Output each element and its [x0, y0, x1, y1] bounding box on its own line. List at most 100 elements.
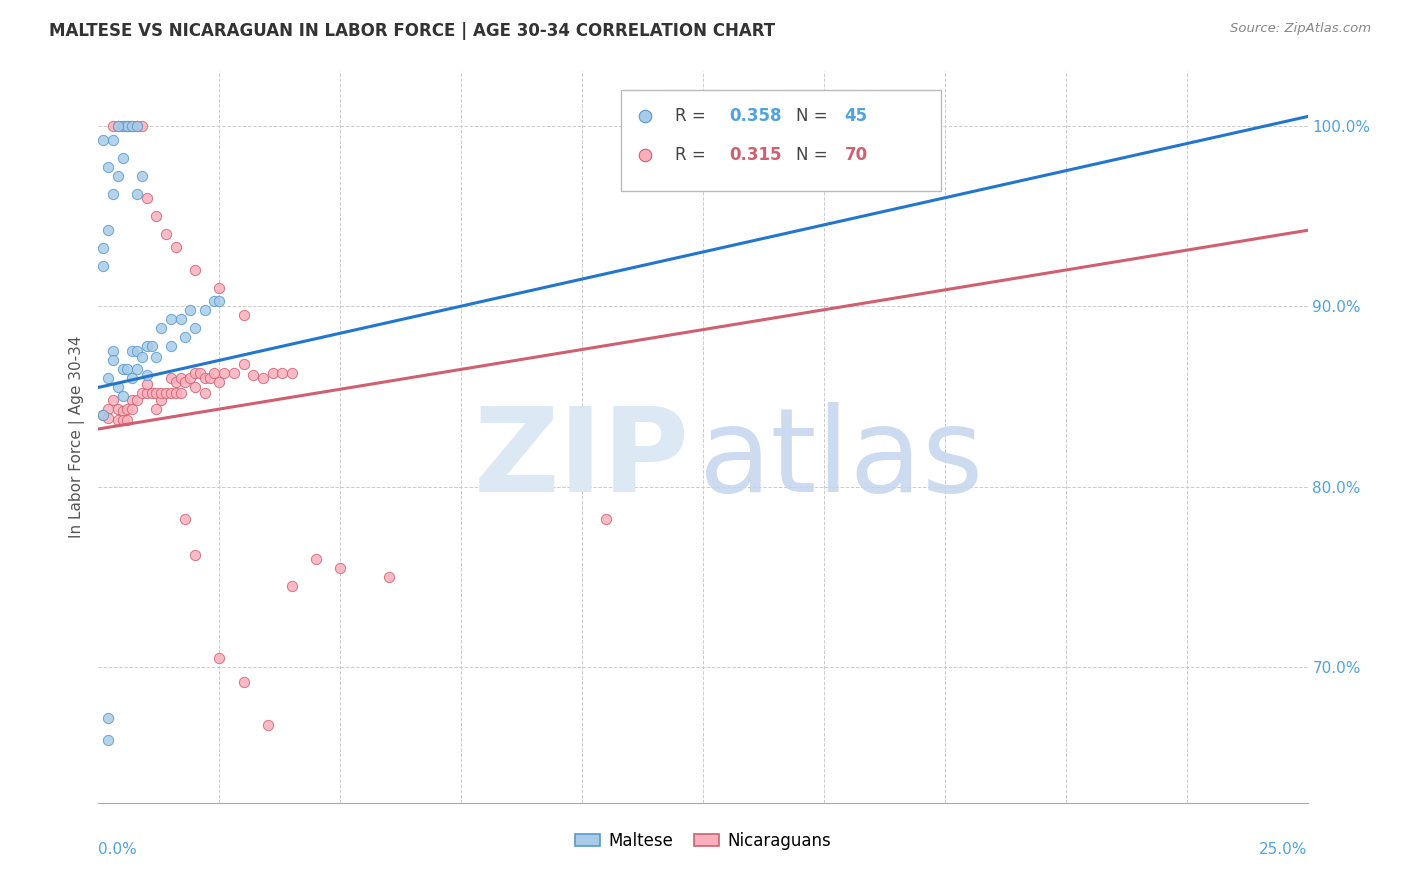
Point — [97, 732, 120, 747]
Point — [101, 392, 124, 407]
Point — [204, 366, 226, 380]
Text: 70: 70 — [845, 146, 868, 164]
Point — [232, 308, 254, 322]
Text: N =: N = — [796, 107, 828, 125]
Text: 0.358: 0.358 — [730, 107, 782, 125]
Point — [208, 293, 231, 308]
Point — [208, 281, 231, 295]
Point — [97, 711, 120, 725]
Point — [135, 376, 157, 391]
Point — [101, 344, 124, 359]
Point — [131, 385, 153, 400]
Point — [150, 392, 173, 407]
Point — [111, 389, 134, 403]
Point — [169, 371, 191, 385]
Point — [121, 392, 143, 407]
Point — [101, 133, 124, 147]
Point — [111, 119, 134, 133]
Point — [117, 362, 139, 376]
Point — [174, 330, 197, 344]
Point — [111, 404, 134, 418]
Point — [155, 385, 177, 400]
Point — [184, 321, 207, 335]
Point — [150, 385, 173, 400]
Point — [232, 674, 254, 689]
FancyBboxPatch shape — [621, 90, 941, 191]
Point — [194, 385, 217, 400]
Point — [135, 191, 157, 205]
Point — [117, 413, 139, 427]
Point — [252, 371, 274, 385]
Point — [281, 366, 304, 380]
Point — [232, 357, 254, 371]
Point — [256, 718, 278, 732]
Point — [184, 549, 207, 563]
Point — [150, 321, 173, 335]
Point — [91, 241, 114, 255]
Point — [97, 371, 120, 385]
Point — [281, 579, 304, 593]
Point — [101, 119, 124, 133]
Point — [101, 353, 124, 368]
Point — [184, 366, 207, 380]
Point — [107, 380, 129, 394]
Point — [121, 371, 143, 385]
Point — [91, 408, 114, 422]
Point — [141, 339, 163, 353]
Text: 0.315: 0.315 — [730, 146, 782, 164]
Point — [194, 371, 217, 385]
Point — [165, 385, 187, 400]
Point — [160, 385, 183, 400]
Point — [101, 187, 124, 202]
Point — [131, 350, 153, 364]
Point — [262, 366, 284, 380]
Point — [111, 151, 134, 165]
Point — [131, 169, 153, 183]
Point — [377, 570, 399, 584]
Text: 25.0%: 25.0% — [1260, 842, 1308, 856]
Point — [117, 119, 139, 133]
Point — [184, 263, 207, 277]
Point — [165, 239, 187, 253]
Point — [169, 311, 191, 326]
Point — [97, 160, 120, 174]
Point — [184, 380, 207, 394]
Point — [91, 260, 114, 274]
Point — [91, 133, 114, 147]
Point — [107, 169, 129, 183]
Point — [121, 119, 143, 133]
Point — [127, 119, 149, 133]
Point — [127, 344, 149, 359]
Text: atlas: atlas — [699, 401, 984, 516]
Point — [121, 344, 143, 359]
Text: ZIP: ZIP — [474, 401, 690, 516]
Point — [107, 413, 129, 427]
Point — [107, 402, 129, 417]
Point — [145, 209, 167, 223]
Point — [107, 119, 129, 133]
Point — [179, 302, 201, 317]
Point — [127, 119, 149, 133]
Text: 0.0%: 0.0% — [98, 842, 138, 856]
Point — [188, 366, 211, 380]
Point — [117, 119, 139, 133]
Point — [111, 362, 134, 376]
Point — [121, 402, 143, 417]
Point — [145, 402, 167, 417]
Point — [97, 411, 120, 425]
Point — [271, 366, 294, 380]
Point — [141, 385, 163, 400]
Point — [242, 368, 264, 382]
Point — [212, 366, 235, 380]
Point — [204, 293, 226, 308]
Point — [127, 362, 149, 376]
Point — [179, 371, 201, 385]
Point — [208, 651, 231, 665]
Point — [111, 119, 134, 133]
Point — [127, 187, 149, 202]
Point — [329, 561, 352, 575]
Point — [160, 311, 183, 326]
Point — [194, 302, 217, 317]
Point — [135, 385, 157, 400]
Text: MALTESE VS NICARAGUAN IN LABOR FORCE | AGE 30-34 CORRELATION CHART: MALTESE VS NICARAGUAN IN LABOR FORCE | A… — [49, 22, 775, 40]
